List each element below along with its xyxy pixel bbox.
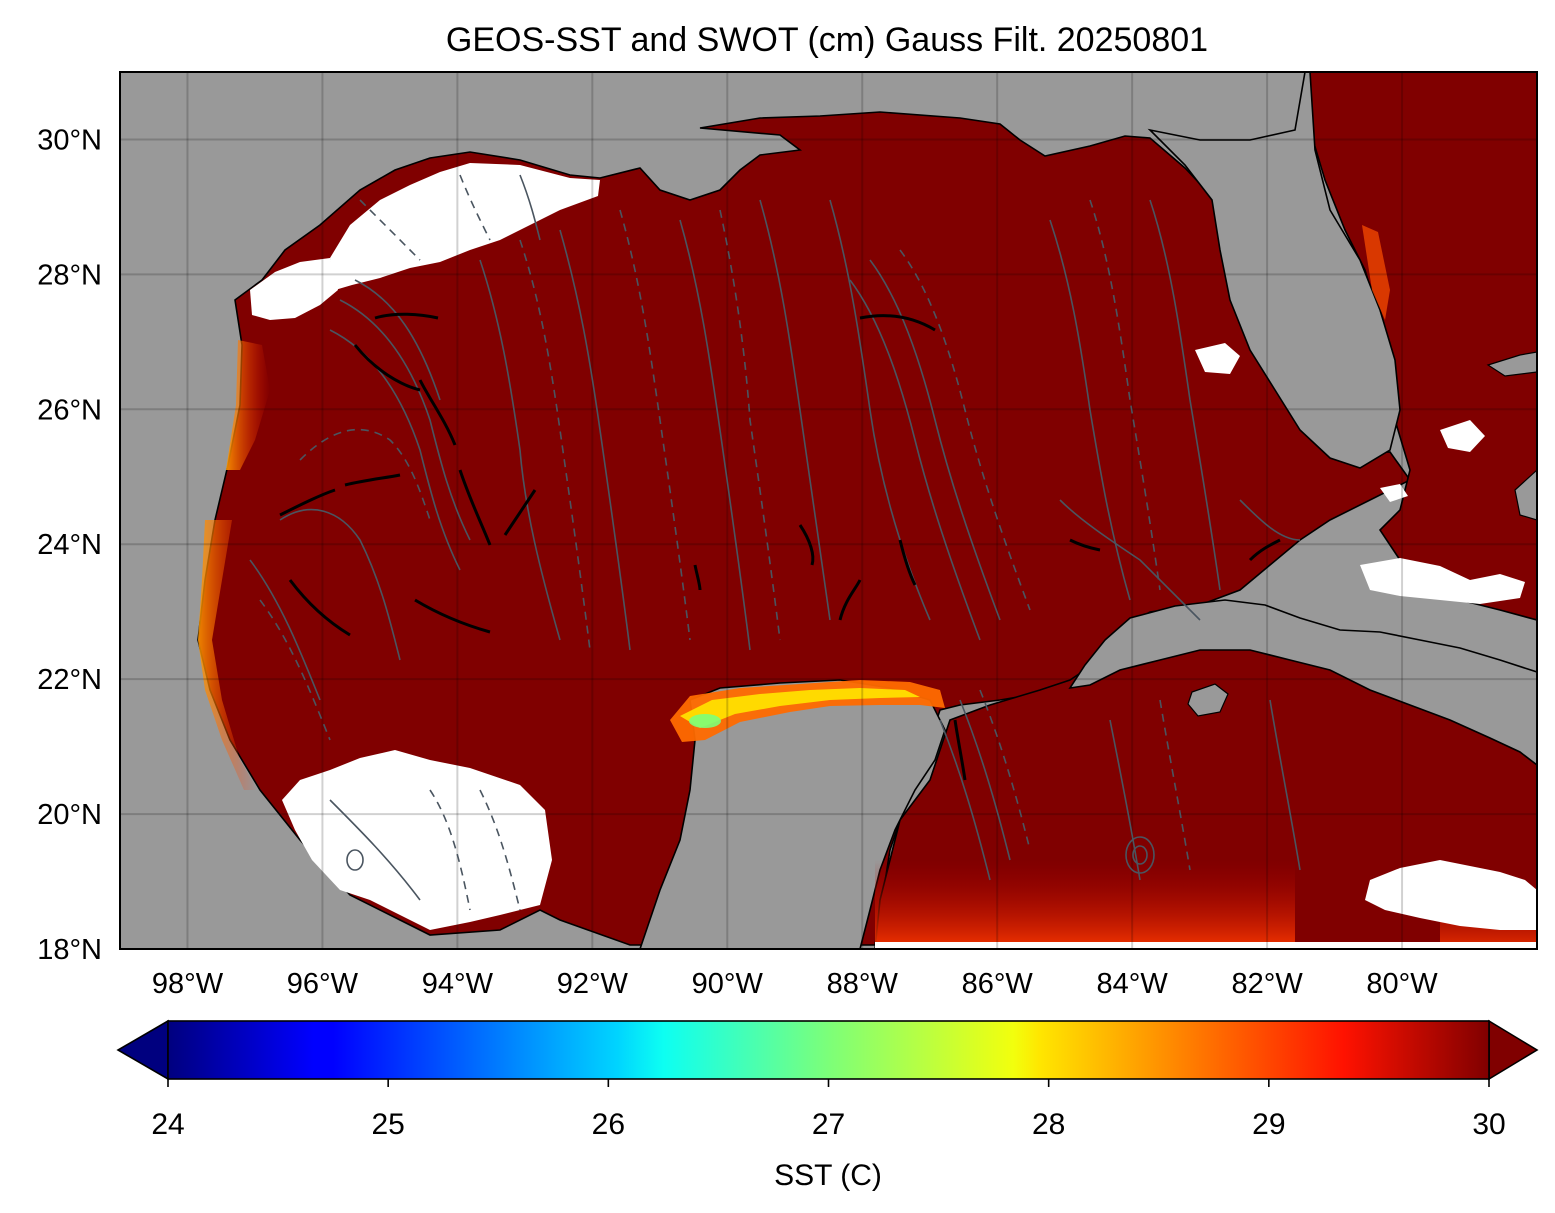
lon-tick-label: 98°W [152, 968, 224, 1000]
gridlines [120, 72, 1537, 949]
swot-contours [249, 174, 1301, 911]
colorbar: 24 25 26 27 28 29 30 SST (C) [116, 1019, 1539, 1192]
lat-tick-label: 24°N [37, 529, 102, 561]
colorbar-label: SST (C) [774, 1159, 882, 1192]
atlantic-ocean [1304, 72, 1537, 621]
colorbar-gradient [167, 1020, 1490, 1080]
colorbar-extend-low [116, 1019, 169, 1081]
colorbar-tick-label: 29 [1252, 1108, 1285, 1141]
latitude-axis: 30°N 28°N 26°N 24°N 22°N 20°N 18°N [37, 124, 102, 966]
swot-contours-strong [279, 312, 1281, 781]
warm-band-core [680, 688, 920, 728]
lon-tick-label: 90°W [692, 968, 764, 1000]
lat-tick-label: 28°N [37, 259, 102, 291]
florida-land [1147, 72, 1401, 469]
lat-tick-label: 20°N [37, 799, 102, 831]
lon-tick-label: 84°W [1097, 968, 1169, 1000]
missing-data-caribbean [1365, 860, 1537, 930]
lat-tick-label: 18°N [37, 934, 102, 966]
missing-data-bahamas [1195, 343, 1525, 604]
map-title: GEOS-SST and SWOT (cm) Gauss Filt. 20250… [446, 21, 1208, 59]
lat-tick-label: 30°N [37, 124, 102, 156]
missing-data-texas [250, 258, 338, 320]
isla-juventud-land [1187, 683, 1229, 717]
lon-tick-label: 92°W [557, 968, 629, 1000]
missing-data-south [282, 750, 552, 930]
colorbar-tick-label: 30 [1472, 1108, 1505, 1141]
warm-caribbean-south [875, 860, 1295, 949]
lon-tick-label: 94°W [422, 968, 494, 1000]
lat-tick-label: 26°N [37, 394, 102, 426]
lon-tick-label: 80°W [1366, 968, 1438, 1000]
map-area [120, 72, 1537, 949]
lon-tick-label: 82°W [1231, 968, 1303, 1000]
bahamas-land [1486, 351, 1537, 521]
colorbar-tick-label: 26 [592, 1108, 625, 1141]
lon-tick-label: 96°W [287, 968, 359, 1000]
warm-coast-florida [1362, 225, 1390, 320]
longitude-axis: 98°W 96°W 94°W 92°W 90°W 88°W 86°W 84°W 82°W 80°W [152, 968, 1438, 1000]
warm-spot-green [689, 714, 721, 728]
missing-data-bottom-strip [875, 942, 1537, 949]
colorbar-tick-label: 24 [151, 1108, 184, 1141]
lat-tick-label: 22°N [37, 664, 102, 696]
lon-tick-label: 88°W [827, 968, 899, 1000]
warm-coast-west [226, 340, 270, 470]
map-frame [119, 71, 1538, 950]
missing-data-north [330, 163, 600, 290]
warm-coast-southwest [198, 520, 258, 790]
cuba-land [1068, 599, 1537, 767]
colorbar-extend-high [1488, 1019, 1539, 1081]
yucatan-land [639, 679, 946, 949]
colorbar-tick-label: 28 [1032, 1108, 1065, 1141]
colorbar-ticks: 24 25 26 27 28 29 30 [151, 1079, 1506, 1141]
lon-tick-label: 86°W [962, 968, 1034, 1000]
colorbar-tick-label: 27 [812, 1108, 845, 1141]
colorbar-tick-label: 25 [371, 1108, 404, 1141]
